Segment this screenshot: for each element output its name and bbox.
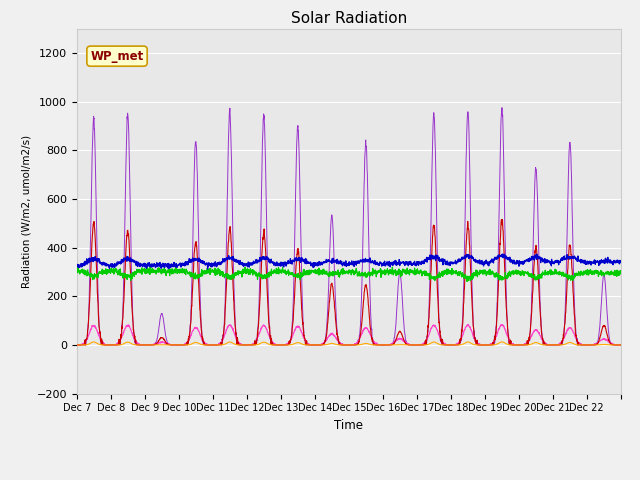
- Y-axis label: Radiation (W/m2, umol/m2/s): Radiation (W/m2, umol/m2/s): [21, 134, 31, 288]
- Text: WP_met: WP_met: [90, 49, 143, 63]
- X-axis label: Time: Time: [334, 419, 364, 432]
- Title: Solar Radiation: Solar Radiation: [291, 11, 407, 26]
